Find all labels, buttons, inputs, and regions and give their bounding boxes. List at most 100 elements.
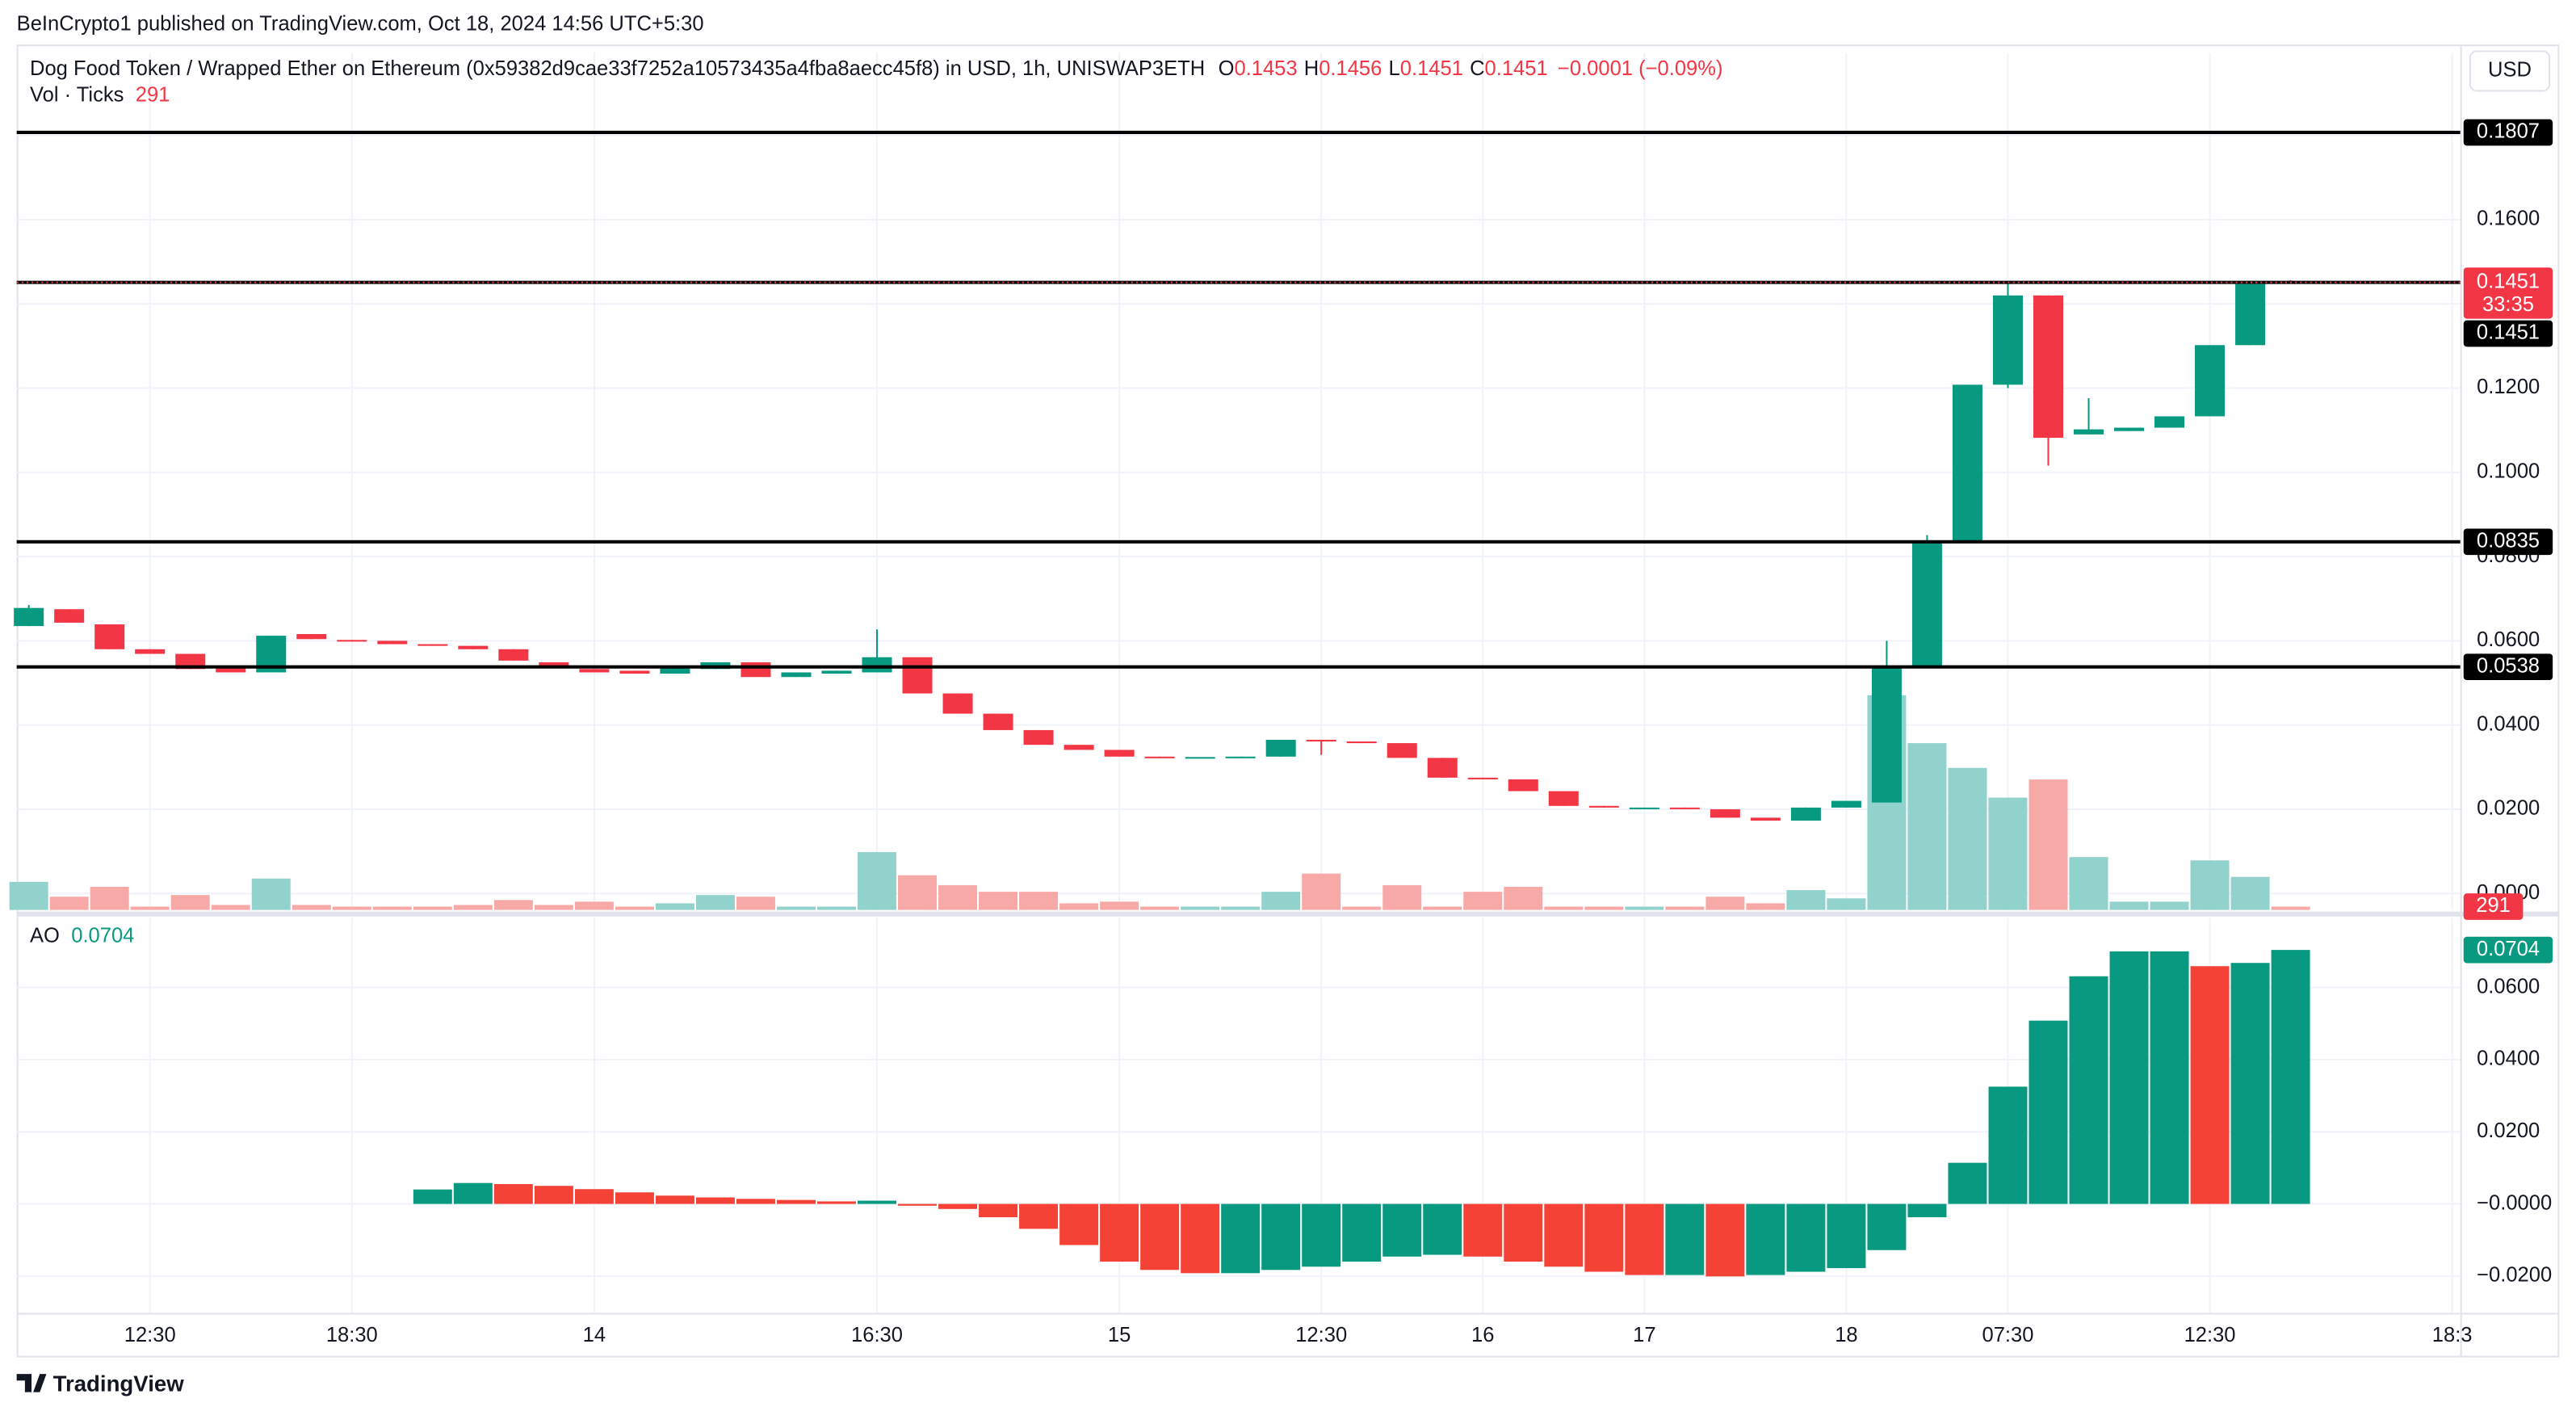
- candle-body: [1427, 758, 1458, 778]
- ao-bar: [2150, 951, 2189, 1204]
- candle-body: [1548, 791, 1579, 806]
- candle-body: [1185, 757, 1215, 759]
- ao-bar: [1463, 1203, 1503, 1257]
- candle-body: [417, 644, 448, 646]
- candle-body: [498, 649, 529, 661]
- volume-bar: [979, 892, 1018, 910]
- ao-bar: [1988, 1086, 2028, 1204]
- ao-bar: [453, 1182, 493, 1204]
- legend: Dog Food Token / Wrapped Ether on Ethere…: [30, 57, 1722, 80]
- level-label: 0.0835: [2477, 530, 2540, 552]
- candle-body: [579, 669, 610, 673]
- brand-logo: [16, 1374, 47, 1392]
- candle-body: [54, 609, 85, 623]
- volume-bar: [2190, 860, 2230, 910]
- candle-body: [377, 640, 408, 645]
- ao-bar: [1181, 1203, 1220, 1274]
- volume-bar: [1059, 903, 1099, 910]
- ao-bar: [413, 1189, 452, 1204]
- ao-bar: [1019, 1203, 1059, 1229]
- candle-body: [1387, 743, 1417, 758]
- volume-bar: [1463, 892, 1503, 910]
- volume-bar: [858, 852, 896, 910]
- volume-bar: [1948, 767, 1987, 910]
- candle-body: [1911, 541, 1942, 666]
- candle-body: [983, 713, 1013, 730]
- volume-bar: [211, 905, 250, 910]
- countdown: 33:35: [2482, 293, 2534, 316]
- x-tick-label: 15: [1108, 1324, 1131, 1346]
- volume-bar: [1302, 873, 1341, 910]
- volume-bar: [49, 897, 89, 910]
- ao-bar: [655, 1195, 694, 1204]
- ao-bar: [1140, 1203, 1180, 1270]
- candle-body: [781, 672, 812, 678]
- volume-bar: [655, 903, 694, 910]
- ao-label-box: [2463, 936, 2553, 964]
- ao-bar: [2190, 966, 2230, 1204]
- volume-bar: [1019, 892, 1059, 910]
- volume-bar: [1907, 743, 1947, 910]
- ao-bar: [1827, 1203, 1866, 1269]
- level-label-box: [2463, 320, 2553, 347]
- volume-bar: [776, 906, 816, 910]
- currency[interactable]: USD: [2488, 59, 2532, 82]
- ao-bar: [776, 1199, 816, 1204]
- ao-bar: [817, 1201, 856, 1204]
- volume-bar: [1221, 906, 1261, 910]
- volume-bar: [170, 895, 210, 910]
- volume-bar: [1746, 903, 1785, 910]
- ao-bar: [2271, 950, 2310, 1204]
- candle-body: [1588, 805, 1619, 808]
- brand: TradingView: [16, 1371, 185, 1396]
- ao-bar: [2230, 963, 2270, 1204]
- x-tick-label: 12:30: [1295, 1324, 1347, 1346]
- frame: [16, 44, 2560, 1358]
- volume-label-box: [2463, 893, 2524, 920]
- currency-button[interactable]: [2469, 50, 2551, 92]
- y-tick-label: 0.0200: [2477, 797, 2540, 820]
- candle-body: [2235, 284, 2266, 346]
- ao-bar: [1382, 1203, 1422, 1257]
- candle-body: [1831, 800, 1861, 808]
- ao-tick-label: 0.0400: [2477, 1048, 2540, 1070]
- candle-body: [1306, 739, 1336, 741]
- ao-bar: [1100, 1203, 1139, 1262]
- candle-body: [539, 662, 569, 668]
- ao-bar: [1665, 1203, 1705, 1275]
- candle-body: [14, 607, 44, 627]
- volume-bar: [9, 881, 48, 910]
- candle-body: [1144, 756, 1175, 758]
- volume-bar: [1625, 906, 1664, 910]
- ao-bar: [979, 1203, 1018, 1218]
- x-tick-label: 07:30: [1982, 1324, 2034, 1346]
- brand-name: TradingView: [53, 1371, 185, 1396]
- candle-body: [2195, 345, 2226, 417]
- volume-bar: [1181, 906, 1220, 910]
- y-tick-label: 0.1200: [2477, 376, 2540, 398]
- volume-legend: Vol · Ticks 291: [30, 83, 170, 106]
- volume-bar: [1705, 897, 1745, 910]
- legend-change: −0.0001 (−0.09%): [1558, 57, 1723, 80]
- ao-bar: [2069, 976, 2108, 1204]
- volume-bar: [1988, 797, 2028, 910]
- ao-bar: [534, 1186, 573, 1204]
- x-tick-label: 16: [1471, 1324, 1494, 1346]
- legend-ohlc-value: 0.1451: [1485, 57, 1548, 80]
- legend-ohlc-label: L: [1389, 57, 1400, 80]
- volume-bar: [332, 906, 371, 910]
- volume-bar: [1261, 892, 1301, 910]
- volume-bar: [2109, 901, 2149, 910]
- legend-ohlc-value: 0.1451: [1400, 57, 1463, 80]
- ao-bar: [493, 1183, 533, 1204]
- ao-label: 0.0704: [2477, 938, 2540, 960]
- volume-bar: [898, 875, 938, 910]
- ao-bar: [1423, 1203, 1462, 1255]
- ao-name: AO: [30, 924, 60, 947]
- volume-bar: [1786, 890, 1826, 910]
- level-label: 0.1807: [2477, 120, 2540, 143]
- candle-body: [337, 640, 367, 642]
